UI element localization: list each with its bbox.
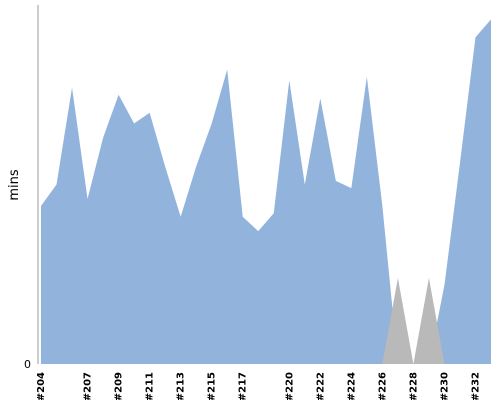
x-tick-label: #224 <box>346 372 357 400</box>
area-series-1 <box>41 277 491 364</box>
y-axis-label: mins <box>7 169 22 201</box>
x-tick-label: #220 <box>284 372 295 400</box>
area-series-0 <box>41 19 491 365</box>
y-tick-label-zero: 0 <box>24 358 31 371</box>
x-tick-label: #204 <box>36 372 47 400</box>
x-tick-label: #211 <box>145 372 156 400</box>
x-tick-label: #222 <box>315 372 326 400</box>
x-tick-label: #215 <box>207 372 218 400</box>
plot-area <box>41 19 491 365</box>
x-tick-label: #209 <box>114 372 125 400</box>
x-tick-label: #230 <box>439 372 450 400</box>
x-tick-label: #228 <box>408 372 419 400</box>
x-tick-label: #207 <box>83 372 94 400</box>
x-tick-label: #226 <box>377 372 388 400</box>
x-tick-label: #217 <box>238 372 249 400</box>
x-axis-ticks: #204 #207 #209 #211 #213 #215 #217 #220 #222 #224… <box>36 372 481 400</box>
x-tick-label: #213 <box>176 372 187 400</box>
x-tick-label: #232 <box>470 372 481 400</box>
